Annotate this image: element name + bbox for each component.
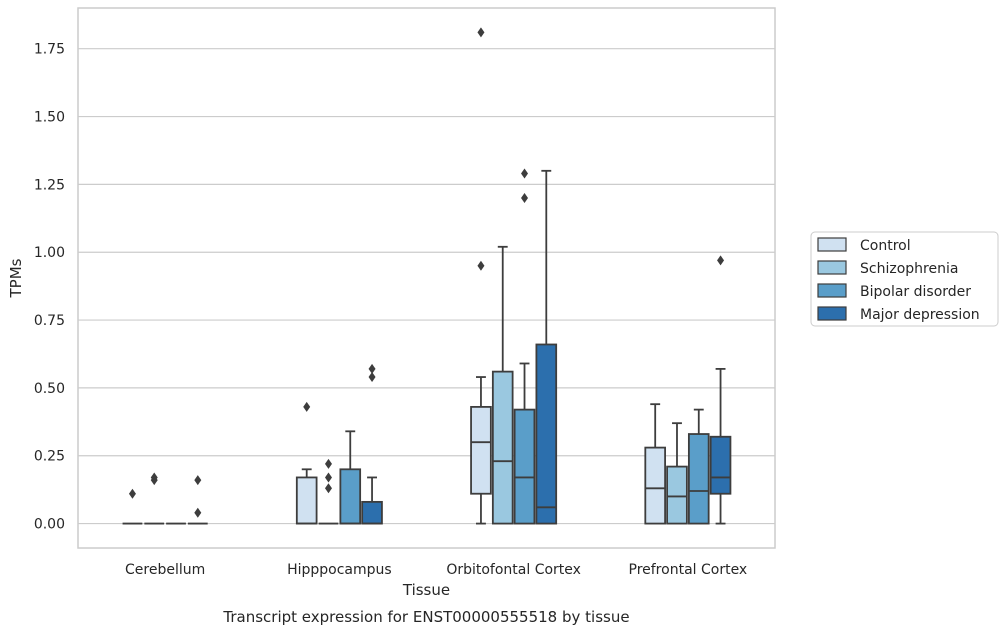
outlier-point [324, 483, 332, 494]
y-tick-labels: 0.00 0.25 0.50 0.75 1.00 1.25 1.50 1.75 [34, 42, 65, 533]
y-tick-label: 0.50 [34, 381, 65, 397]
box-control [295, 401, 318, 525]
y-tick-label: 0.00 [34, 517, 65, 533]
outlier-point [194, 507, 202, 518]
box-schizophrenia [491, 245, 514, 525]
outlier-point [324, 458, 332, 469]
outlier-point [303, 401, 311, 412]
outlier-point [521, 192, 529, 203]
box-bipolar-disorder [513, 168, 536, 525]
legend-swatch [817, 306, 847, 321]
legend-frame [810, 231, 999, 327]
outlier-point [521, 168, 529, 179]
legend-label: Control [860, 238, 911, 254]
box-major-depression [187, 475, 208, 525]
box-iqr [491, 370, 514, 525]
box-major-depression [361, 363, 383, 525]
box-iqr [361, 500, 383, 525]
outlier-point [324, 472, 332, 483]
gridlines [78, 48, 775, 525]
legend: Control Schizophrenia Bipolar disorder Majo… [810, 231, 999, 327]
outlier-point [194, 475, 202, 486]
y-tick-label: 1.50 [34, 110, 65, 126]
box-iqr [687, 433, 710, 525]
outlier-point [477, 260, 485, 271]
legend-swatch [817, 237, 847, 252]
box-control [470, 27, 492, 525]
box-iqr [535, 343, 558, 525]
y-tick-label: 0.75 [34, 313, 65, 329]
box-schizophrenia [666, 422, 688, 525]
y-tick-label: 1.75 [34, 42, 65, 58]
box-iqr [709, 435, 732, 495]
box-bipolar-disorder [339, 430, 362, 525]
x-tick-label: Hipppocampus [287, 562, 392, 578]
y-tick-label: 0.25 [34, 449, 65, 465]
box-major-depression [535, 169, 558, 525]
box-schizophrenia [318, 458, 339, 525]
x-tick-labels: Cerebellum Hipppocampus Orbitofontal Corte… [125, 562, 747, 578]
box-iqr [295, 476, 318, 525]
legend-label: Major depression [860, 307, 980, 323]
y-tick-label: 1.25 [34, 177, 65, 193]
legend-swatch [817, 283, 847, 298]
box-bipolar-disorder [687, 408, 710, 525]
plot-area [122, 27, 732, 525]
legend-label: Schizophrenia [860, 261, 958, 277]
box-iqr [666, 465, 688, 525]
box-iqr [644, 446, 666, 525]
box-schizophrenia [144, 472, 165, 525]
legend-swatch [817, 260, 847, 275]
outlier-point [717, 255, 725, 266]
x-tick-label: Orbitofontal Cortex [446, 562, 581, 578]
box-iqr [470, 405, 492, 495]
chart-title: Transcript expression for ENST0000055551… [222, 608, 629, 626]
box-control [122, 488, 143, 525]
box-iqr [339, 468, 362, 525]
legend-label: Bipolar disorder [860, 284, 971, 300]
box-major-depression [709, 255, 732, 525]
box-control [644, 403, 666, 525]
y-tick-label: 1.00 [34, 245, 65, 261]
x-tick-label: Cerebellum [125, 562, 205, 578]
outlier-point [128, 488, 136, 499]
outlier-point [150, 472, 158, 483]
y-axis-label: TPMs [7, 258, 25, 298]
x-axis-label: Tissue [402, 581, 450, 599]
outlier-point [368, 372, 376, 383]
x-tick-label: Prefrontal Cortex [629, 562, 748, 578]
box-iqr [513, 408, 536, 525]
plot-frame [77, 7, 776, 549]
outlier-point [368, 363, 376, 374]
outlier-point [477, 27, 485, 38]
